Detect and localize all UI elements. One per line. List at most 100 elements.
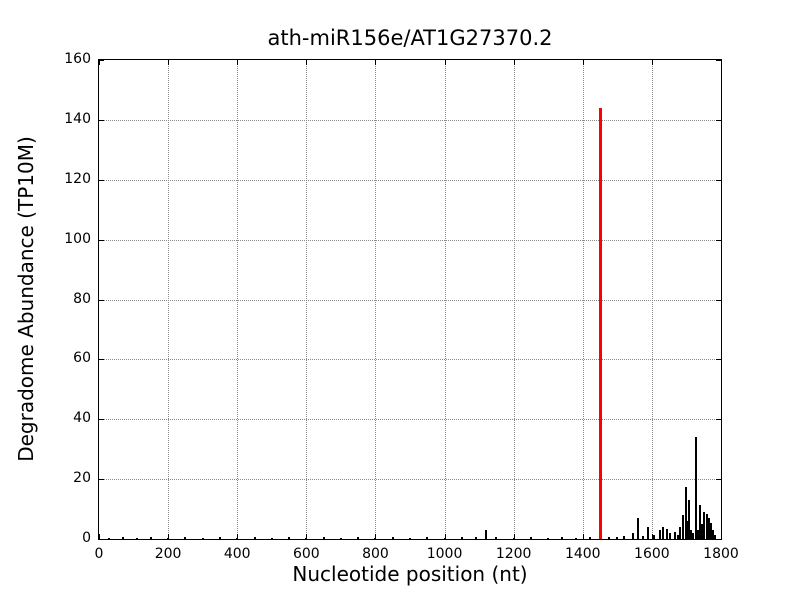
y-tick-label-40: 40 bbox=[73, 410, 91, 427]
degradome-bar bbox=[288, 537, 291, 539]
y-tick-mark-140 bbox=[99, 119, 104, 121]
degradome-bar bbox=[561, 536, 564, 539]
x-tick-mark-1000 bbox=[444, 534, 446, 539]
x-tick-label-0: 0 bbox=[94, 546, 104, 562]
degradome-bar bbox=[122, 537, 125, 539]
y-tick-mark-right-0 bbox=[716, 539, 721, 540]
degradome-bar bbox=[647, 527, 650, 539]
degradome-bar bbox=[687, 500, 690, 539]
x-tick-mark-400 bbox=[237, 534, 239, 539]
degradome-bar bbox=[658, 530, 661, 539]
degradome-bar bbox=[700, 524, 703, 539]
degradome-bar bbox=[409, 537, 411, 539]
degradome-bar bbox=[686, 521, 689, 539]
degradome-bar bbox=[665, 528, 668, 539]
y-tick-label-100: 100 bbox=[64, 230, 91, 247]
x-tick-label-1600: 1600 bbox=[634, 546, 670, 562]
gridline-horizontal-20 bbox=[99, 479, 721, 481]
degradome-bar bbox=[108, 537, 111, 539]
y-tick-label-140: 140 bbox=[64, 110, 91, 127]
x-axis-label: Nucleotide position (nt) bbox=[292, 562, 528, 586]
y-tick-mark-160 bbox=[99, 60, 104, 61]
degradome-bar bbox=[253, 537, 256, 539]
y-tick-mark-right-100 bbox=[716, 239, 721, 241]
gridline-horizontal-40 bbox=[99, 419, 721, 421]
degradome-bar bbox=[684, 486, 687, 539]
degradome-bar bbox=[136, 537, 138, 539]
gridline-horizontal-80 bbox=[99, 299, 721, 301]
degradome-bar bbox=[673, 531, 676, 539]
x-tick-label-1800: 1800 bbox=[703, 546, 739, 562]
degradome-bar bbox=[696, 530, 699, 539]
y-tick-label-60: 60 bbox=[73, 350, 91, 367]
x-tick-mark-top-800 bbox=[375, 60, 377, 65]
degradome-bar bbox=[707, 518, 710, 539]
degradome-bar bbox=[652, 534, 655, 539]
y-tick-mark-right-160 bbox=[716, 60, 721, 61]
y-tick-mark-20 bbox=[99, 479, 104, 481]
degradome-bar bbox=[607, 536, 610, 539]
x-tick-mark-top-0 bbox=[99, 60, 100, 65]
x-tick-label-600: 600 bbox=[292, 546, 320, 562]
degradome-bar bbox=[637, 518, 640, 539]
degradome-bar bbox=[714, 534, 717, 539]
degradome-bar bbox=[668, 533, 671, 539]
degradome-bar bbox=[588, 537, 591, 539]
target-cleavage-peak-bar bbox=[598, 107, 602, 539]
degradome-bar bbox=[694, 437, 697, 539]
degradome-bar bbox=[676, 534, 679, 539]
degradome-bar bbox=[631, 533, 634, 539]
x-tick-mark-top-600 bbox=[306, 60, 308, 65]
gridline-horizontal-120 bbox=[99, 179, 721, 181]
degradome-bar bbox=[698, 504, 701, 539]
degradome-bar bbox=[574, 537, 577, 539]
y-tick-label-0: 0 bbox=[82, 530, 91, 546]
x-tick-mark-top-1200 bbox=[513, 60, 515, 65]
gridline-horizontal-60 bbox=[99, 359, 721, 361]
x-tick-label-800: 800 bbox=[362, 546, 389, 562]
x-tick-mark-top-200 bbox=[168, 60, 170, 65]
x-tick-mark-top-400 bbox=[237, 60, 239, 65]
degradome-bar bbox=[681, 515, 684, 539]
x-tick-label-1200: 1200 bbox=[495, 546, 532, 562]
y-tick-label-160: 160 bbox=[64, 51, 91, 67]
y-tick-mark-right-40 bbox=[716, 419, 721, 421]
degradome-bar bbox=[712, 530, 715, 539]
x-tick-label-400: 400 bbox=[223, 546, 251, 562]
y-tick-mark-60 bbox=[99, 359, 104, 361]
chart-title: ath-miR156e/AT1G27370.2 bbox=[267, 26, 553, 50]
x-tick-label-1400: 1400 bbox=[564, 546, 601, 562]
degradome-bar bbox=[218, 537, 221, 539]
degradome-bar bbox=[616, 536, 619, 539]
x-tick-mark-1600 bbox=[651, 534, 653, 539]
degradome-bar bbox=[705, 513, 708, 539]
degradome-bar bbox=[691, 533, 694, 539]
y-tick-mark-100 bbox=[99, 239, 104, 241]
degradome-bar bbox=[184, 537, 187, 539]
y-tick-mark-right-80 bbox=[716, 299, 721, 301]
degradome-bar bbox=[426, 537, 429, 539]
x-tick-mark-1200 bbox=[513, 534, 515, 539]
degradome-bar bbox=[661, 527, 664, 539]
x-tick-mark-1400 bbox=[582, 534, 584, 539]
degradome-bar bbox=[642, 536, 645, 539]
degradome-bar bbox=[623, 536, 626, 539]
y-tick-label-80: 80 bbox=[73, 290, 91, 307]
degradome-bar bbox=[529, 536, 532, 539]
y-tick-label-20: 20 bbox=[73, 470, 91, 487]
degradome-bar bbox=[201, 537, 204, 539]
x-tick-mark-800 bbox=[375, 534, 377, 539]
y-tick-mark-0 bbox=[99, 539, 104, 540]
degradome-bar bbox=[485, 530, 488, 539]
x-tick-label-200: 200 bbox=[154, 546, 182, 562]
x-tick-mark-600 bbox=[306, 534, 308, 539]
gridline-horizontal-140 bbox=[99, 119, 721, 121]
x-tick-mark-top-1000 bbox=[444, 60, 446, 65]
y-tick-mark-40 bbox=[99, 419, 104, 421]
degradome-bar bbox=[339, 537, 342, 539]
y-tick-mark-right-120 bbox=[716, 179, 721, 181]
degradome-bar bbox=[270, 537, 273, 539]
degradome-bar bbox=[547, 537, 550, 539]
degradome-bar bbox=[678, 527, 681, 539]
